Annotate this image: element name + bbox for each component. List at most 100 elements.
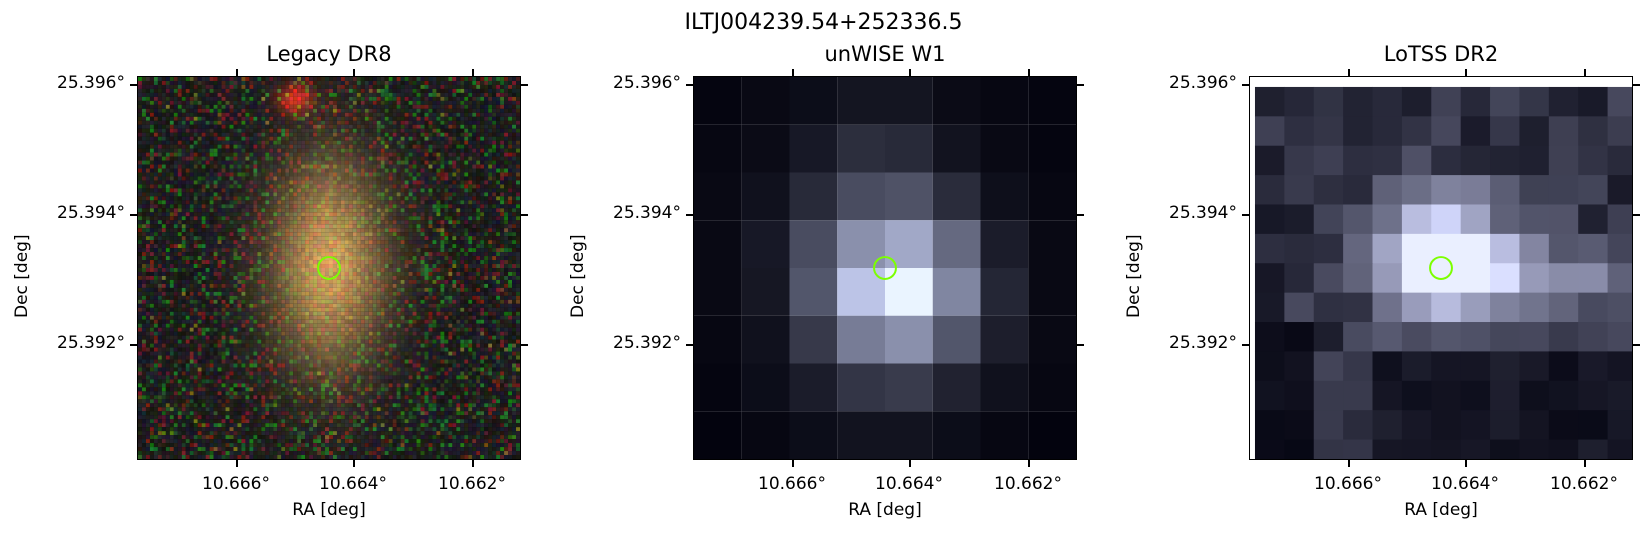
pixel	[356, 77, 361, 81]
pixel	[201, 77, 206, 81]
pixel	[257, 212, 262, 217]
pixel	[472, 200, 477, 205]
pixel	[344, 156, 349, 161]
pixel	[189, 148, 194, 153]
pixel	[360, 152, 365, 157]
pixel	[257, 236, 262, 241]
pixel	[269, 232, 274, 237]
pixel	[245, 252, 250, 257]
pixel	[476, 264, 481, 268]
pixel	[476, 124, 481, 129]
pixel	[476, 256, 481, 261]
pixel	[428, 212, 433, 217]
pixel	[352, 148, 357, 153]
pixel	[440, 224, 445, 229]
pixel	[448, 160, 453, 165]
pixel	[153, 184, 158, 189]
pixel	[145, 275, 150, 280]
pixel	[460, 192, 465, 197]
pixel	[460, 120, 465, 125]
pixel	[428, 184, 433, 189]
pixel	[233, 256, 238, 261]
pixel	[309, 208, 314, 213]
pixel	[388, 77, 393, 81]
pixel	[508, 120, 513, 125]
pixel	[189, 104, 194, 109]
pixel	[432, 252, 437, 257]
pixel	[217, 196, 222, 201]
pixel	[376, 172, 381, 177]
pixel	[157, 260, 162, 265]
pixel	[185, 140, 190, 145]
pixel	[384, 228, 389, 233]
pixel	[516, 108, 520, 113]
pixel	[360, 216, 365, 221]
pixel	[201, 148, 206, 153]
pixel	[149, 128, 154, 133]
pixel	[149, 148, 154, 153]
pixel	[313, 136, 318, 141]
pixel	[317, 232, 322, 237]
pixel	[512, 172, 517, 177]
pixel	[476, 232, 481, 237]
pixel	[177, 264, 182, 268]
pixel	[344, 152, 349, 157]
pixel	[277, 279, 282, 284]
pixel	[464, 264, 469, 268]
pixel	[364, 140, 369, 145]
pixel	[432, 204, 437, 209]
panel-legacy-dr8: Legacy DR8 10.666° 10.664° 10.662° 25.396° 2…	[0, 0, 560, 539]
pixel	[424, 116, 429, 121]
pixel	[149, 275, 154, 280]
pixel	[257, 264, 262, 268]
pixel	[301, 128, 306, 133]
pixel	[408, 208, 413, 213]
pixel	[285, 152, 290, 157]
pixel	[484, 128, 489, 133]
pixel	[273, 112, 278, 117]
pixel	[444, 172, 449, 177]
pixel	[384, 120, 389, 125]
pixel	[496, 275, 501, 280]
pixel	[285, 84, 290, 89]
pixel	[392, 192, 397, 197]
pixel	[404, 188, 409, 193]
pixel	[508, 152, 513, 157]
pixel	[388, 148, 393, 153]
pixel	[317, 188, 322, 193]
pixel	[329, 128, 333, 133]
pixel	[309, 180, 314, 185]
pixel	[372, 260, 377, 265]
pixel	[336, 196, 341, 201]
pixel	[456, 224, 461, 229]
pixel	[157, 136, 162, 141]
pixel	[181, 252, 186, 257]
pixel	[297, 104, 302, 109]
pixel	[233, 260, 238, 265]
pixel	[504, 156, 509, 161]
pixel	[153, 192, 158, 197]
pixel	[329, 260, 333, 265]
pixel	[269, 188, 274, 193]
pixel	[297, 120, 302, 125]
pixel	[273, 160, 278, 165]
pixel	[325, 164, 329, 169]
pixel	[388, 120, 393, 125]
pixel	[221, 144, 226, 149]
pixel	[480, 184, 485, 189]
pixel	[229, 220, 234, 225]
pixel	[504, 224, 509, 229]
pixel	[412, 200, 417, 205]
pixel	[428, 128, 433, 133]
pixel	[336, 240, 341, 245]
pixel	[209, 184, 214, 189]
pixel	[400, 92, 405, 97]
pixel	[257, 77, 262, 81]
pixel	[269, 84, 274, 89]
pixel	[157, 220, 162, 225]
pixel	[317, 120, 322, 125]
pixel	[388, 256, 393, 261]
pixel	[352, 248, 357, 253]
pixel	[416, 96, 421, 101]
pixel	[476, 208, 481, 213]
